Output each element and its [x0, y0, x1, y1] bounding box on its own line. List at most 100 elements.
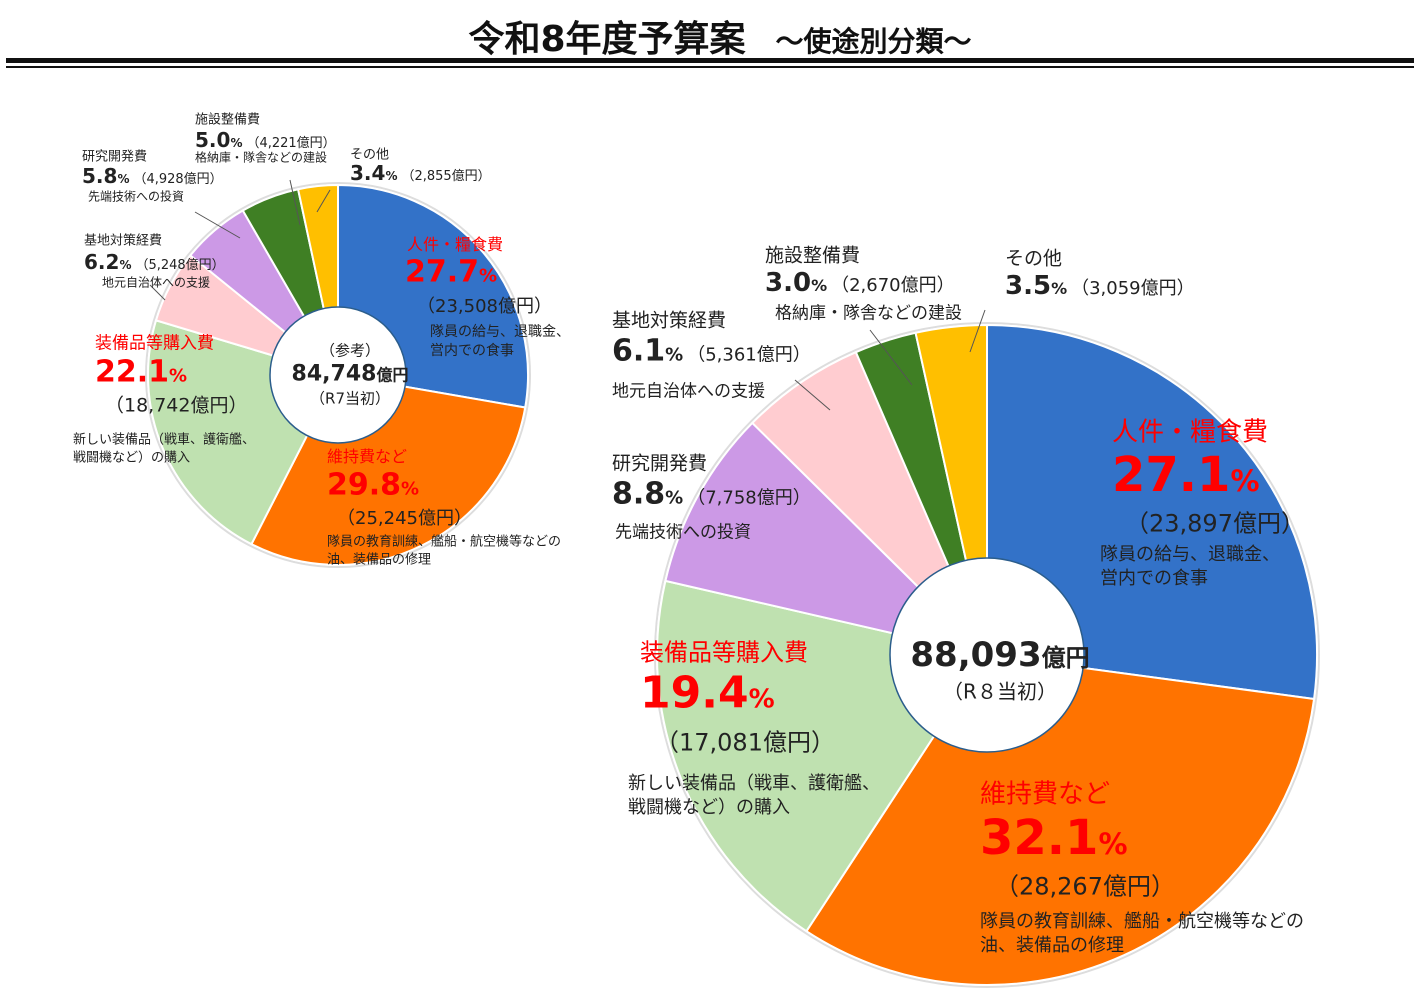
label-name-equipment: 装備品等購入費 [95, 333, 214, 354]
label-desc-rnd: 先端技術への投資 [88, 189, 185, 204]
label-name-rnd: 研究開発費 [612, 452, 708, 475]
label-desc-maintenance: 油、装備品の修理 [980, 935, 1124, 957]
label-pct-other: 3.4% （2,855億円） [350, 161, 491, 185]
label-name-other: その他 [350, 147, 390, 163]
label-name-facility: 施設整備費 [195, 112, 261, 128]
pct-unit: % [401, 478, 420, 500]
amount-value: （4,928億円） [133, 172, 223, 187]
label-desc-equipment: 新しい装備品（戦車、護衛艦、 [73, 432, 256, 448]
label-pct-personnel: 27.1% [1112, 447, 1260, 503]
label-desc-equipment: 戦闘機など）の購入 [628, 797, 790, 819]
label-pct-maintenance: 32.1% [980, 810, 1128, 866]
pct-unit: % [119, 258, 132, 272]
label-amount-equipment: （18,742億円） [105, 394, 248, 417]
total-value: 84,748 [291, 361, 377, 387]
title-rule-thin [6, 66, 1414, 68]
pct-unit: % [117, 172, 130, 186]
pct-unit: % [665, 344, 684, 366]
pct-value: 3.0 [765, 268, 812, 298]
pct-value: 3.4 [350, 161, 386, 185]
label-pct-equipment: 22.1% [95, 355, 187, 390]
pct-value: 6.2 [84, 250, 120, 274]
pct-unit: % [665, 487, 684, 509]
label-pct-base: 6.1% （5,361億円） [612, 334, 811, 369]
pct-value: 32.1 [980, 810, 1099, 866]
label-amount-maintenance: （25,245億円） [337, 508, 472, 529]
label-desc-facility: 格納庫・隊舎などの建設 [195, 150, 328, 165]
label-pct-personnel: 27.7% [405, 255, 497, 290]
label-desc-maintenance: 油、装備品の修理 [327, 552, 432, 568]
pct-unit: % [479, 265, 498, 287]
label-name-base: 基地対策経費 [612, 309, 727, 332]
pct-unit: % [230, 136, 243, 150]
pct-unit: % [811, 276, 828, 295]
label-name-personnel: 人件・糧食費 [1112, 417, 1269, 448]
page-title: 令和8年度予算案 ～使途別分類～ [0, 10, 1418, 62]
center-note: （参考） [319, 341, 381, 360]
amount-value: （4,221億円） [246, 136, 336, 151]
label-desc-personnel: 隊員の給与、退職金、 [430, 324, 570, 340]
pct-value: 27.7 [405, 254, 480, 290]
amount-value: （5,361億円） [687, 344, 811, 366]
label-pct-rnd: 5.8% （4,928億円） [82, 164, 223, 188]
label-name-rnd: 研究開発費 [82, 149, 148, 165]
label-name-maintenance: 維持費など [327, 447, 408, 466]
center-total-r8: 88,093億円 [910, 635, 1089, 675]
pct-value: 5.0 [195, 128, 231, 152]
center-label-r8: （R８当初） [943, 679, 1057, 704]
label-pct-base: 6.2% （5,248億円） [84, 250, 225, 274]
label-desc-maintenance: 隊員の教育訓練、艦船・航空機等などの [327, 534, 562, 550]
label-pct-facility: 5.0% （4,221億円） [195, 128, 336, 152]
label-amount-personnel: （23,897億円） [1125, 509, 1305, 538]
subtitle-text: ～使途別分類～ [775, 25, 972, 58]
amount-value: （2,670億円） [831, 275, 955, 296]
center-total-r7: 84,748億円 [292, 362, 409, 387]
label-desc-base: 地元自治体への支援 [612, 381, 765, 402]
label-pct-equipment: 19.4% [640, 668, 775, 719]
label-desc-equipment: 新しい装備品（戦車、護衛艦、 [628, 773, 880, 794]
leader-line [794, 379, 831, 411]
label-desc-base: 地元自治体への支援 [102, 275, 211, 290]
amount-value: （7,758億円） [687, 487, 811, 509]
label-desc-rnd: 先端技術への投資 [615, 522, 751, 543]
label-desc-personnel: 営内での食事 [430, 342, 514, 359]
pct-value: 22.1 [95, 354, 170, 390]
pct-value: 8.8 [612, 476, 666, 512]
center-label-r7: （R7当初） [310, 389, 390, 408]
label-desc-equipment: 戦闘機など）の購入 [73, 450, 191, 466]
total-value: 88,093 [910, 635, 1042, 675]
leader-line [194, 211, 241, 239]
label-pct-rnd: 8.8% （7,758億円） [612, 477, 811, 512]
chart-outline [145, 182, 531, 568]
pct-unit: % [1098, 827, 1128, 861]
amount-value: （3,059億円） [1071, 278, 1195, 299]
pct-value: 27.1 [1112, 447, 1231, 503]
label-pct-maintenance: 29.8% [327, 468, 419, 503]
pct-unit: % [1230, 464, 1260, 498]
label-name-other: その他 [1005, 247, 1063, 270]
label-name-base: 基地対策経費 [84, 233, 163, 249]
slice-R8-rnd [664, 421, 991, 657]
label-desc-maintenance: 隊員の教育訓練、艦船・航空機等などの [980, 911, 1304, 932]
leader-line [289, 179, 301, 226]
pct-value: 29.8 [327, 467, 402, 503]
leader-line [969, 309, 986, 353]
label-pct-other: 3.5% （3,059億円） [1005, 271, 1195, 301]
title-text: 令和8年度予算案 [468, 19, 746, 60]
pct-value: 3.5 [1005, 271, 1052, 301]
total-unit: 億円 [1041, 644, 1090, 672]
label-desc-personnel: 営内での食事 [1100, 568, 1208, 590]
label-amount-maintenance: （28,267億円） [995, 872, 1175, 901]
chart-outline [654, 322, 1320, 988]
pct-value: 6.1 [612, 333, 666, 369]
title-rule-thick [6, 58, 1414, 63]
label-pct-facility: 3.0% （2,670億円） [765, 268, 955, 298]
pct-unit: % [169, 365, 188, 387]
pct-value: 5.8 [82, 164, 118, 188]
pct-unit: % [1051, 279, 1068, 298]
label-name-equipment: 装備品等購入費 [640, 638, 808, 667]
label-name-facility: 施設整備費 [765, 244, 861, 267]
amount-value: （2,855億円） [401, 169, 491, 184]
